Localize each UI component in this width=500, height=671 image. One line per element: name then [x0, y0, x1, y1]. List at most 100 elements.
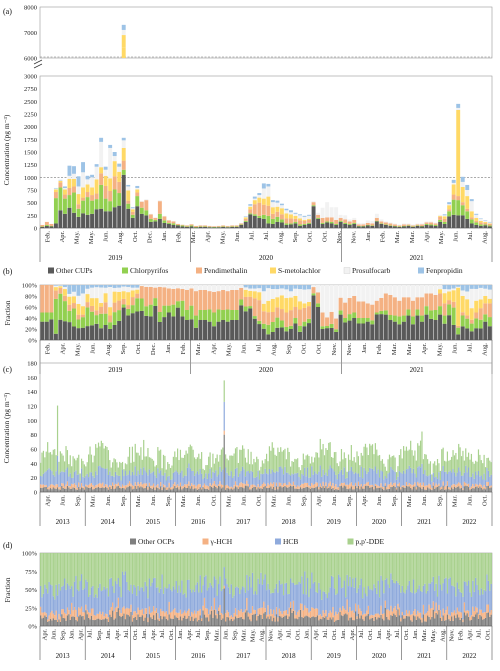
bar-segment: [270, 202, 275, 208]
bar-segment: [278, 466, 280, 483]
bar-segment: [119, 553, 121, 587]
bar-segment: [469, 477, 471, 488]
bar-segment: [442, 323, 447, 340]
bar-segment: [212, 483, 214, 488]
bar-segment: [121, 607, 124, 617]
bar-segment: [166, 220, 171, 223]
bar-segment: [412, 615, 415, 626]
bar-segment: [112, 602, 114, 611]
bar-segment: [130, 553, 132, 585]
bar-segment: [127, 615, 129, 626]
month-tick-label: Apr.: [277, 629, 284, 641]
bar-segment: [58, 474, 60, 488]
bar-segment: [103, 287, 108, 294]
bar-segment: [119, 610, 121, 616]
bar-segment: [42, 617, 45, 626]
bar-segment: [107, 617, 110, 622]
bar-segment: [333, 486, 336, 490]
bar-segment: [219, 466, 221, 482]
bar-segment: [410, 324, 415, 340]
bar-segment: [80, 487, 83, 492]
bar-segment: [394, 471, 396, 483]
bar-segment: [474, 214, 479, 218]
legend-swatch: [122, 267, 128, 274]
year-label: 2020: [372, 518, 387, 526]
bar-segment: [239, 305, 244, 340]
bar-segment: [104, 589, 107, 614]
bar-segment: [392, 224, 397, 226]
bar-segment: [434, 461, 436, 478]
bar-segment: [54, 488, 56, 492]
bar-segment: [53, 198, 58, 224]
month-tick-label: Nov.: [336, 231, 343, 244]
bar-segment: [374, 613, 377, 617]
bar-segment: [210, 478, 213, 486]
bar-segment: [47, 489, 49, 492]
bar-segment: [349, 553, 351, 577]
bar-segment: [288, 616, 290, 626]
bar-segment: [260, 572, 262, 608]
bar-segment: [478, 308, 483, 320]
bar-segment: [241, 483, 244, 488]
bar-segment: [350, 617, 353, 626]
bar-segment: [475, 486, 477, 492]
bar-segment: [176, 225, 180, 228]
bar-segment: [377, 485, 379, 488]
bar-segment: [356, 226, 361, 228]
bar-segment: [277, 621, 279, 626]
bar-segment: [208, 456, 210, 474]
bar-segment: [275, 206, 280, 212]
bar-segment: [376, 553, 378, 594]
bar-segment: [108, 201, 113, 212]
bar-segment: [456, 614, 458, 626]
bar-segment: [266, 288, 271, 301]
bar-segment: [134, 443, 136, 467]
bar-segment: [343, 608, 345, 615]
bar-segment: [81, 197, 85, 201]
bar-segment: [393, 613, 395, 626]
month-tick-label: Feb.: [457, 629, 464, 641]
bar-segment: [469, 459, 471, 478]
bar-segment: [469, 201, 474, 212]
bar-segment: [308, 617, 310, 626]
bar-segment: [347, 320, 352, 340]
bar-segment: [169, 479, 172, 488]
bar-segment: [284, 224, 289, 228]
bar-segment: [230, 290, 235, 310]
bar-segment: [362, 598, 364, 615]
bar-segment: [90, 454, 93, 473]
bar-segment: [51, 585, 53, 611]
bar-segment: [66, 467, 69, 482]
bar-segment: [162, 222, 167, 228]
bar-segment: [439, 617, 442, 626]
bar-segment: [44, 221, 49, 225]
bar-segment: [320, 217, 325, 223]
bar-segment: [188, 608, 190, 616]
month-tick-label: Jan.: [340, 629, 347, 640]
bar-segment: [257, 217, 262, 228]
month-tick-label: Jun.: [286, 495, 293, 506]
bar-segment: [460, 295, 465, 313]
bar-segment: [311, 607, 313, 617]
bar-segment: [133, 617, 135, 626]
bar-segment: [274, 454, 276, 473]
bar-segment: [371, 468, 374, 485]
bar-segment: [67, 195, 72, 208]
bar-segment: [465, 291, 470, 300]
bar-segment: [411, 614, 413, 622]
bar-segment: [347, 224, 352, 228]
bar-segment: [257, 578, 259, 609]
bar-segment: [141, 587, 143, 609]
bar-segment: [94, 164, 99, 167]
bar-segment: [220, 488, 223, 492]
bar-segment: [419, 297, 424, 316]
bar-segment: [306, 467, 309, 483]
month-tick-label: Mar.: [451, 495, 458, 507]
bar-segment: [356, 616, 358, 619]
bar-segment: [343, 215, 348, 220]
bar-segment: [128, 481, 131, 487]
bar-segment: [465, 211, 470, 219]
bar-segment: [215, 553, 217, 580]
bar-segment: [72, 456, 74, 478]
bar-segment: [48, 489, 50, 492]
